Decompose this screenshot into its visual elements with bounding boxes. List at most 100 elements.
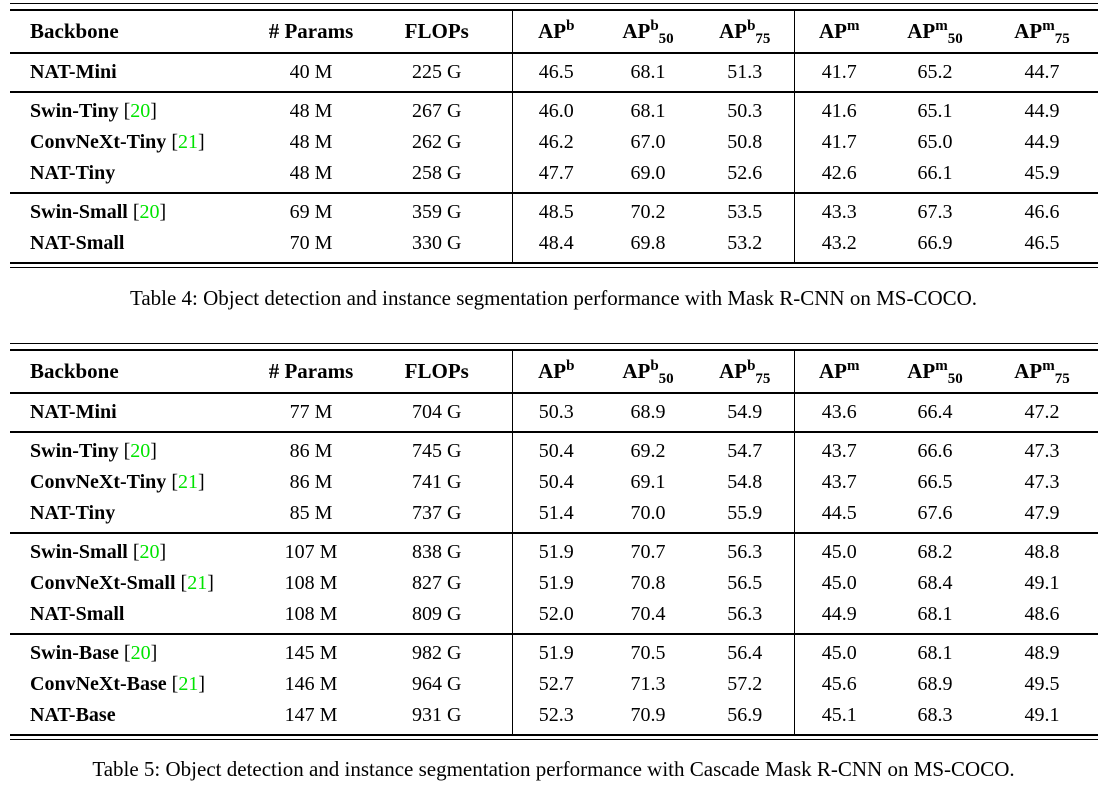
cell-ap-b-50: 70.2: [630, 201, 666, 223]
backbone-name: ConvNeXt-Tiny: [30, 131, 167, 153]
citation-link[interactable]: 20: [139, 541, 160, 563]
table-row: Swin-Small [20] 69 M 359 G 48.5 70.2 53.5 43.3…: [10, 193, 1098, 228]
citation-link[interactable]: 21: [177, 471, 198, 493]
cell-ap-m: 45.6: [793, 669, 884, 700]
table-row: NAT-Small 108 M 809 G 52.0 70.4 56.3 44.9 68.1 4…: [10, 599, 1098, 634]
cell-ap-b: 52.3: [511, 700, 600, 734]
backbone-name: NAT-Small: [30, 603, 125, 625]
cell-ap-b: 46.2: [511, 127, 600, 158]
header-superscript: b: [650, 358, 659, 374]
cell-flops: 330 G: [412, 232, 462, 254]
cell-ap-m-50: 66.9: [917, 232, 953, 254]
cell-backbone: NAT-Small: [10, 599, 260, 634]
cell-ap-b-75: 56.5: [727, 572, 763, 594]
cell-ap-b-75: 57.2: [727, 673, 763, 695]
header-row: Backbone # Params FLOPs APb APb50 APb75 APm APm…: [10, 351, 1098, 393]
cell-ap-m-50: 66.6: [917, 440, 953, 462]
cell-ap-b: 50.4: [511, 467, 600, 498]
cell-ap-b-50: 69.8: [630, 232, 666, 254]
citation-link[interactable]: 20: [130, 100, 151, 122]
backbone-name: ConvNeXt-Small: [30, 572, 176, 594]
table-row: ConvNeXt-Tiny [21] 86 M 741 G 50.4 69.1 54.8 4…: [10, 467, 1098, 498]
cell-ap-m: 41.6: [793, 92, 884, 127]
cell-ap-m-75: 47.3: [1024, 471, 1060, 493]
cell-ap-b: 47.7: [511, 158, 600, 193]
citation-link[interactable]: 20: [139, 201, 160, 223]
backbone-name: ConvNeXt-Base: [30, 673, 167, 695]
header-superscript: b: [747, 358, 756, 374]
cell-ap-b-50: 68.1: [630, 61, 666, 83]
table-row: Swin-Tiny [20] 48 M 267 G 46.0 68.1 50.3 41.6 6…: [10, 92, 1098, 127]
cell-backbone: NAT-Tiny: [10, 158, 260, 193]
citation-link[interactable]: 21: [178, 673, 199, 695]
table-row: ConvNeXt-Small [21] 108 M 827 G 51.9 70.8 56.…: [10, 568, 1098, 599]
cell-ap-m: 45.0: [793, 634, 884, 669]
cell-ap-m-50: 68.3: [917, 704, 953, 726]
cell-flops: 225 G: [412, 61, 462, 83]
cell-ap-b-50: 67.0: [630, 131, 666, 153]
cell-params: 147 M: [284, 704, 338, 726]
cell-backbone: Swin-Tiny [20]: [30, 440, 157, 462]
cell-ap-m: 42.6: [793, 158, 884, 193]
column-header-params: # Params: [268, 359, 354, 383]
column-header-ap-b-50: APb50: [622, 358, 674, 387]
table-5-bottom-rule: [10, 734, 1098, 740]
cell-ap-m: 43.3: [793, 193, 884, 228]
cell-ap-b-50: 71.3: [630, 673, 666, 695]
citation-link[interactable]: 20: [130, 440, 151, 462]
cell-ap-b: 48.4: [511, 228, 600, 262]
cell-flops: 267 G: [412, 100, 462, 122]
backbone-name: ConvNeXt-Tiny: [30, 471, 167, 493]
cell-ap-b-50: 69.0: [630, 162, 666, 184]
header-row: Backbone # Params FLOPs APb APb50 APb75 APm APm…: [10, 11, 1098, 53]
table-row: Swin-Tiny [20] 86 M 745 G 50.4 69.2 54.7 43.7 6…: [10, 432, 1098, 467]
cell-flops: 262 G: [412, 131, 462, 153]
column-header-params: # Params: [268, 19, 354, 43]
cell-ap-m: 45.1: [793, 700, 884, 734]
cell-ap-m-50: 67.6: [917, 502, 953, 524]
cell-ap-m-50: 65.2: [917, 61, 953, 83]
cell-ap-b-75: 54.8: [727, 471, 763, 493]
cell-flops: 359 G: [412, 201, 462, 223]
cell-ap-m: 41.7: [793, 127, 884, 158]
cell-ap-b-75: 55.9: [727, 502, 763, 524]
column-header-backbone: Backbone: [30, 359, 119, 383]
cell-ap-m-75: 45.9: [1024, 162, 1060, 184]
column-header-ap-m-50: APm50: [907, 358, 963, 387]
cell-ap-b: 51.4: [511, 498, 600, 533]
cell-ap-b-50: 70.7: [630, 541, 666, 563]
cell-ap-m-75: 44.9: [1024, 131, 1060, 153]
column-header-flops: FLOPs: [404, 359, 469, 383]
header-superscript: m: [1042, 18, 1055, 34]
column-header-ap-b: APb: [511, 351, 600, 393]
header-superscript: m: [1042, 358, 1055, 374]
cell-ap-b-50: 70.0: [630, 502, 666, 524]
table-row: NAT-Small 70 M 330 G 48.4 69.8 53.2 43.2 66.9 46…: [10, 228, 1098, 262]
cell-ap-b-50: 69.1: [630, 471, 666, 493]
cell-ap-b-50: 70.8: [630, 572, 666, 594]
cell-params: 107 M: [284, 541, 338, 563]
header-subscript: 50: [947, 371, 963, 387]
cell-ap-b-75: 54.7: [727, 440, 763, 462]
cell-ap-b-75: 54.9: [727, 401, 763, 423]
cell-ap-m-75: 49.5: [1024, 673, 1060, 695]
column-header-ap-b-50: APb50: [622, 18, 674, 47]
header-superscript: b: [566, 18, 575, 34]
cell-flops: 737 G: [412, 502, 462, 524]
cell-ap-m-75: 44.9: [1024, 100, 1060, 122]
cell-ap-m: 44.9: [793, 599, 884, 634]
cell-ap-m: 43.2: [793, 228, 884, 262]
cell-backbone: NAT-Mini: [10, 393, 260, 432]
table-row: ConvNeXt-Base [21] 146 M 964 G 52.7 71.3 57.2…: [10, 669, 1098, 700]
cell-ap-m-75: 46.5: [1024, 232, 1060, 254]
cell-ap-m: 41.7: [793, 53, 884, 92]
cell-ap-b: 46.5: [511, 53, 600, 92]
table-4-top-rule: [10, 3, 1098, 11]
cell-params: 69 M: [289, 201, 333, 223]
citation-link[interactable]: 20: [130, 642, 151, 664]
cell-ap-m-50: 65.0: [917, 131, 953, 153]
cell-ap-b: 48.5: [511, 193, 600, 228]
table-5-caption: Table 5: Object detection and instance s…: [92, 757, 1015, 781]
citation-link[interactable]: 21: [177, 131, 198, 153]
citation-link[interactable]: 21: [187, 572, 208, 594]
